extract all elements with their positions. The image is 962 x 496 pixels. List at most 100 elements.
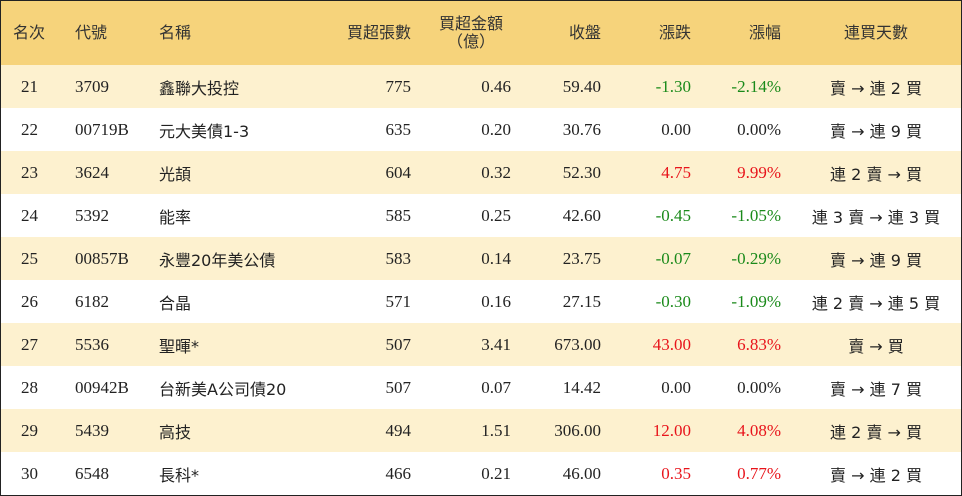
code-cell: 3709	[75, 76, 109, 96]
code-cell: 6182	[75, 291, 109, 311]
close-cell: 46.00	[562, 463, 601, 483]
streak-cell: 賣 → 連 9 買	[830, 250, 922, 270]
change-pct-cell: 0.00%	[737, 377, 781, 397]
change-pct-cell: 0.00%	[737, 119, 781, 139]
amount-cell: 0.32	[481, 162, 511, 182]
lots-cell: 775	[385, 76, 412, 96]
streak-cell: 賣 → 連 7 買	[830, 379, 922, 399]
close-cell: 27.15	[562, 291, 601, 311]
lots-cell: 585	[385, 205, 412, 225]
lots-cell: 583	[385, 248, 412, 268]
change-pct-cell: -1.05%	[731, 205, 781, 225]
header-lots: 買超張數	[346, 22, 411, 42]
name-cell: 台新美A公司債20	[159, 379, 287, 399]
name-cell: 長科*	[159, 465, 200, 485]
change-pct-cell: 9.99%	[737, 162, 781, 182]
amount-cell: 1.51	[481, 420, 511, 440]
close-cell: 306.00	[554, 420, 601, 440]
change-pct-cell: 0.77%	[737, 463, 781, 483]
change-pct-cell: -0.29%	[731, 248, 781, 268]
table-row: 21 3709 鑫聯大投控 775 0.46 59.40 -1.30 -2.14% 賣 → 連 …	[1, 65, 961, 108]
lots-cell: 494	[385, 420, 412, 440]
lots-cell: 507	[385, 334, 412, 354]
name-cell: 聖暉*	[159, 336, 200, 356]
name-cell: 光頡	[159, 164, 192, 184]
rank-cell: 30	[21, 463, 38, 483]
code-cell: 00719B	[75, 119, 129, 139]
amount-cell: 0.07	[481, 377, 511, 397]
code-cell: 5439	[75, 420, 109, 440]
code-cell: 5536	[75, 334, 109, 354]
header-close: 收盤	[568, 22, 601, 42]
change-cell: -0.45	[655, 205, 691, 225]
table-row: 27 5536 聖暉* 507 3.41 673.00 43.00 6.83% 賣 → 買	[1, 323, 961, 366]
close-cell: 52.30	[562, 162, 601, 182]
lots-cell: 507	[385, 377, 412, 397]
streak-cell: 連 2 賣 → 連 5 買	[811, 293, 941, 313]
header-name: 名稱	[159, 22, 192, 42]
header-streak: 連買天數	[843, 22, 908, 42]
header-amount-line2: （億）	[446, 32, 495, 51]
name-cell: 元大美債1-3	[159, 121, 250, 141]
close-cell: 42.60	[562, 205, 601, 225]
change-pct-cell: 4.08%	[737, 420, 781, 440]
rank-cell: 21	[21, 76, 38, 96]
amount-cell: 0.46	[481, 76, 511, 96]
amount-cell: 3.41	[481, 334, 511, 354]
table-row: 30 6548 長科* 466 0.21 46.00 0.35 0.77% 賣 → 連 2 買	[1, 452, 961, 495]
rank-cell: 22	[21, 119, 38, 139]
table-row: 26 6182 合晶 571 0.16 27.15 -0.30 -1.09% 連 2 賣 → 連…	[1, 280, 961, 323]
table-row: 29 5439 高技 494 1.51 306.00 12.00 4.08% 連 2 賣 → 買	[1, 409, 961, 452]
streak-cell: 連 3 賣 → 連 3 買	[811, 207, 941, 227]
change-cell: 4.75	[661, 162, 691, 182]
change-cell: 12.00	[652, 420, 691, 440]
table-row: 25 00857B 永豐20年美公債 583 0.14 23.75 -0.07 -0.29% 賣…	[1, 237, 961, 280]
header-code: 代號	[75, 22, 108, 42]
lots-cell: 604	[385, 162, 412, 182]
close-cell: 23.75	[562, 248, 601, 268]
streak-cell: 連 2 賣 → 買	[830, 422, 922, 442]
change-pct-cell: -1.09%	[731, 291, 781, 311]
code-cell: 6548	[75, 463, 109, 483]
name-cell: 鑫聯大投控	[159, 78, 240, 98]
name-cell: 永豐20年美公債	[159, 250, 276, 270]
name-cell: 合晶	[159, 293, 192, 313]
amount-cell: 0.21	[481, 463, 511, 483]
amount-cell: 0.14	[481, 248, 511, 268]
close-cell: 673.00	[554, 334, 601, 354]
streak-cell: 賣 → 連 2 買	[830, 78, 922, 98]
streak-cell: 賣 → 連 9 買	[830, 121, 922, 141]
amount-cell: 0.25	[481, 205, 511, 225]
rank-cell: 23	[21, 162, 38, 182]
close-cell: 59.40	[562, 76, 601, 96]
rank-cell: 27	[21, 334, 38, 354]
rank-cell: 24	[21, 205, 38, 225]
table-row: 22 00719B 元大美債1-3 635 0.20 30.76 0.00 0.00% 賣 → …	[1, 108, 961, 151]
streak-cell: 賣 → 買	[848, 336, 904, 356]
change-pct-cell: 6.83%	[737, 334, 781, 354]
streak-cell: 賣 → 連 2 買	[830, 465, 922, 485]
lots-cell: 571	[385, 291, 412, 311]
change-cell: -1.30	[655, 76, 691, 96]
table-row: 23 3624 光頡 604 0.32 52.30 4.75 9.99% 連 2 賣 → 買	[1, 151, 961, 194]
header-change: 漲跌	[658, 22, 691, 42]
change-pct-cell: -2.14%	[731, 76, 781, 96]
close-cell: 14.42	[562, 377, 601, 397]
lots-cell: 466	[385, 463, 412, 483]
header-amount: 買超金額 （億）	[421, 1, 521, 65]
table-header: 名次 代號 名稱 買超張數 買超金額 （億） 收盤 漲跌 漲幅 連買天數	[1, 1, 961, 67]
code-cell: 5392	[75, 205, 109, 225]
name-cell: 高技	[159, 422, 192, 442]
table-row: 28 00942B 台新美A公司債20 507 0.07 14.42 0.00 0.00% 賣 …	[1, 366, 961, 409]
rank-cell: 25	[21, 248, 38, 268]
rank-cell: 26	[21, 291, 38, 311]
amount-cell: 0.20	[481, 119, 511, 139]
change-cell: 43.00	[652, 334, 691, 354]
name-cell: 能率	[159, 207, 192, 227]
table-row: 24 5392 能率 585 0.25 42.60 -0.45 -1.05% 連 3 賣 → 連…	[1, 194, 961, 237]
rank-cell: 29	[21, 420, 38, 440]
header-change-pct: 漲幅	[748, 22, 781, 42]
close-cell: 30.76	[562, 119, 601, 139]
change-cell: 0.00	[661, 377, 691, 397]
